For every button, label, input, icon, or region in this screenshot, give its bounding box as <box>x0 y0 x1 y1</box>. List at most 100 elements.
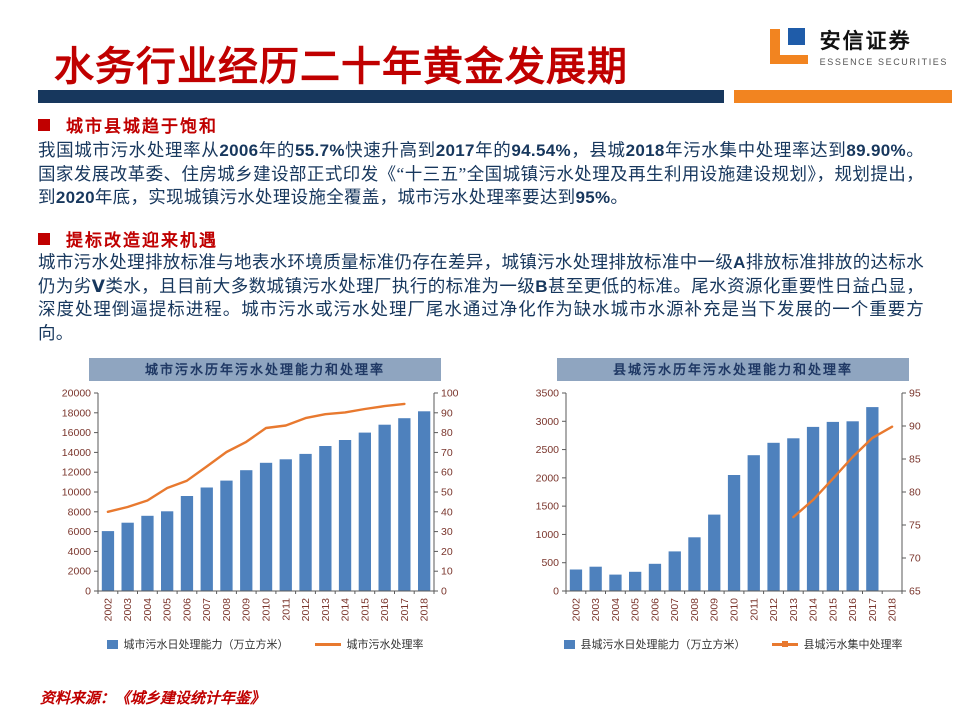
svg-text:20: 20 <box>441 546 453 558</box>
line-marker-swatch-icon <box>771 640 798 647</box>
bar-swatch-icon <box>106 639 118 649</box>
svg-text:2017: 2017 <box>867 598 879 622</box>
svg-text:18000: 18000 <box>62 407 91 419</box>
svg-text:95: 95 <box>909 388 921 400</box>
chart-city-plot: 0 2000 4000 6000 8000 10000 12000 14000 16000 180… <box>34 385 496 635</box>
svg-text:2018: 2018 <box>419 598 431 622</box>
svg-text:70: 70 <box>909 553 921 565</box>
legend-label-capacity: 县城污水日处理能力（万立方米） <box>580 639 746 651</box>
svg-text:20000: 20000 <box>62 388 91 400</box>
svg-text:2014: 2014 <box>340 598 352 622</box>
bar-swatch-icon <box>563 639 575 649</box>
divider-navy <box>38 90 724 103</box>
svg-text:2008: 2008 <box>689 598 701 622</box>
svg-text:2011: 2011 <box>748 598 760 621</box>
paragraph-2: 城市污水处理排放标准与地表水环境质量标准仍存在差异，城镇污水处理排放标准中一级A… <box>38 252 924 343</box>
legend-item-capacity: 城市污水日处理能力（万立方米） <box>106 636 289 652</box>
source-note: 资料来源：《城乡建设统计年鉴》 <box>40 691 266 707</box>
svg-text:0: 0 <box>85 586 91 598</box>
svg-text:2013: 2013 <box>788 598 800 622</box>
svg-text:2008: 2008 <box>221 598 233 622</box>
legend-label-rate: 县城污水集中处理率 <box>803 639 903 651</box>
svg-text:2003: 2003 <box>590 598 602 622</box>
legend-item-capacity: 县城污水日处理能力（万立方米） <box>563 636 746 652</box>
svg-text:2004: 2004 <box>610 598 622 622</box>
svg-text:2006: 2006 <box>181 598 193 622</box>
svg-text:3500: 3500 <box>536 388 560 400</box>
svg-text:2015: 2015 <box>359 598 371 622</box>
svg-text:0: 0 <box>553 586 559 598</box>
svg-text:2016: 2016 <box>379 598 391 622</box>
svg-text:75: 75 <box>909 520 921 532</box>
chart-county: 县城污水历年污水处理能力和处理率 0 500 1000 1500 2000 2500 300… <box>502 358 960 652</box>
chart-county-legend: 县城污水日处理能力（万立方米） 县城污水集中处理率 <box>502 636 960 652</box>
paragraph-1: 我国城市污水处理率从2006年的55.7%快速升高到2017年的94.54%，县… <box>38 140 925 207</box>
svg-text:1500: 1500 <box>536 501 560 513</box>
svg-text:85: 85 <box>909 454 921 466</box>
svg-text:80: 80 <box>441 427 453 439</box>
svg-text:50: 50 <box>441 487 453 499</box>
svg-text:2004: 2004 <box>142 598 154 622</box>
chart-county-title: 县城污水历年污水处理能力和处理率 <box>557 358 909 381</box>
logo-text: 安信证券 ESSENCE SECURITIES <box>820 25 948 67</box>
svg-text:4000: 4000 <box>68 546 92 558</box>
svg-text:6000: 6000 <box>68 526 92 538</box>
svg-text:80: 80 <box>909 487 921 499</box>
legend-label-capacity: 城市污水日处理能力（万立方米） <box>123 639 289 651</box>
svg-text:2006: 2006 <box>649 598 661 622</box>
bullet-square-icon <box>38 118 50 131</box>
svg-text:2018: 2018 <box>887 598 899 622</box>
line-swatch-icon <box>314 642 341 646</box>
chart-city: 城市污水历年污水处理能力和处理率 0 2000 4000 6000 8000 10000 1… <box>34 358 496 652</box>
svg-text:2002: 2002 <box>570 598 582 622</box>
svg-text:2500: 2500 <box>536 444 560 456</box>
svg-text:40: 40 <box>441 506 453 518</box>
svg-text:90: 90 <box>909 421 921 433</box>
svg-text:12000: 12000 <box>62 467 91 479</box>
bullet-heading-2-text: 提标改造迎来机遇 <box>66 231 218 250</box>
slide-title: 水务行业经历二十年黄金发展期 <box>54 45 628 89</box>
legend-item-rate: 县城污水集中处理率 <box>771 636 903 652</box>
svg-text:2010: 2010 <box>261 598 273 622</box>
svg-text:2016: 2016 <box>847 598 859 622</box>
svg-text:1000: 1000 <box>536 529 560 541</box>
bullet-heading-1-text: 城市县城趋于饱和 <box>66 117 218 136</box>
company-logo: 安信证券 ESSENCE SECURITIES <box>766 24 948 68</box>
svg-text:2005: 2005 <box>162 598 174 622</box>
svg-text:2015: 2015 <box>827 598 839 622</box>
svg-text:8000: 8000 <box>68 506 92 518</box>
svg-text:2009: 2009 <box>709 598 721 622</box>
svg-text:90: 90 <box>441 407 453 419</box>
svg-text:2017: 2017 <box>399 598 411 622</box>
svg-text:10000: 10000 <box>62 487 91 499</box>
svg-text:2011: 2011 <box>280 598 292 621</box>
svg-text:65: 65 <box>909 586 921 598</box>
chart-county-plot: 0 500 1000 1500 2000 2500 3000 3500 65 70 75 80 85 90… <box>502 385 960 635</box>
svg-text:3000: 3000 <box>536 416 560 428</box>
svg-text:2013: 2013 <box>320 598 332 622</box>
bullet-heading-1: 城市县城趋于饱和 <box>38 112 218 137</box>
logo-mark-icon <box>769 28 808 64</box>
svg-text:2005: 2005 <box>630 598 642 622</box>
svg-text:2012: 2012 <box>768 598 780 622</box>
svg-text:14000: 14000 <box>62 447 91 459</box>
svg-text:2014: 2014 <box>808 598 820 622</box>
svg-text:30: 30 <box>441 526 453 538</box>
svg-text:2010: 2010 <box>729 598 741 622</box>
chart-city-legend: 城市污水日处理能力（万立方米） 城市污水处理率 <box>34 636 496 652</box>
bullet-heading-2: 提标改造迎来机遇 <box>38 226 218 251</box>
svg-text:0: 0 <box>441 586 447 598</box>
bullet-square-icon <box>38 232 50 245</box>
svg-text:16000: 16000 <box>62 427 91 439</box>
svg-text:2007: 2007 <box>669 598 681 622</box>
svg-text:100: 100 <box>441 388 459 400</box>
svg-text:2007: 2007 <box>201 598 213 622</box>
svg-text:2012: 2012 <box>300 598 312 622</box>
legend-label-rate: 城市污水处理率 <box>346 639 424 651</box>
svg-text:2002: 2002 <box>102 598 114 622</box>
svg-text:70: 70 <box>441 447 453 459</box>
company-name: 安信证券 <box>819 30 912 53</box>
svg-text:10: 10 <box>441 566 453 578</box>
chart-city-title: 城市污水历年污水处理能力和处理率 <box>89 358 441 381</box>
